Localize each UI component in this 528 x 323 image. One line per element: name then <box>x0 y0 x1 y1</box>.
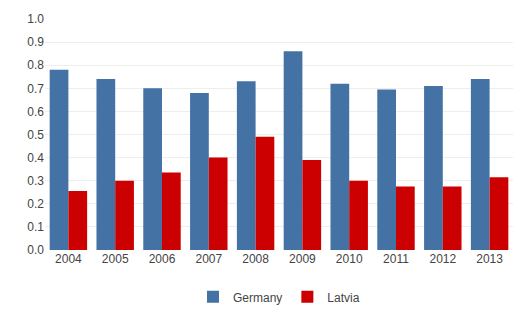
svg-text:0.2: 0.2 <box>27 197 44 211</box>
svg-text:0.5: 0.5 <box>27 128 44 142</box>
svg-text:1.0: 1.0 <box>27 12 44 26</box>
svg-text:0.1: 0.1 <box>27 220 44 234</box>
svg-text:0.9: 0.9 <box>27 35 44 49</box>
svg-text:Germany: Germany <box>233 291 282 305</box>
svg-text:2008: 2008 <box>242 252 269 266</box>
svg-text:2011: 2011 <box>383 252 409 266</box>
svg-text:0.6: 0.6 <box>27 105 44 119</box>
svg-text:2012: 2012 <box>429 252 456 266</box>
svg-text:0.8: 0.8 <box>27 58 44 72</box>
svg-text:2010: 2010 <box>336 252 363 266</box>
svg-text:2005: 2005 <box>102 252 129 266</box>
svg-text:0.0: 0.0 <box>27 243 44 257</box>
svg-text:2009: 2009 <box>289 252 316 266</box>
svg-text:0.7: 0.7 <box>27 82 44 96</box>
svg-text:2013: 2013 <box>476 252 503 266</box>
svg-text:2004: 2004 <box>55 252 82 266</box>
svg-text:0.4: 0.4 <box>27 151 44 165</box>
svg-text:2006: 2006 <box>149 252 176 266</box>
svg-text:2007: 2007 <box>195 252 222 266</box>
svg-text:0.3: 0.3 <box>27 174 44 188</box>
svg-text:Latvia: Latvia <box>327 291 359 305</box>
